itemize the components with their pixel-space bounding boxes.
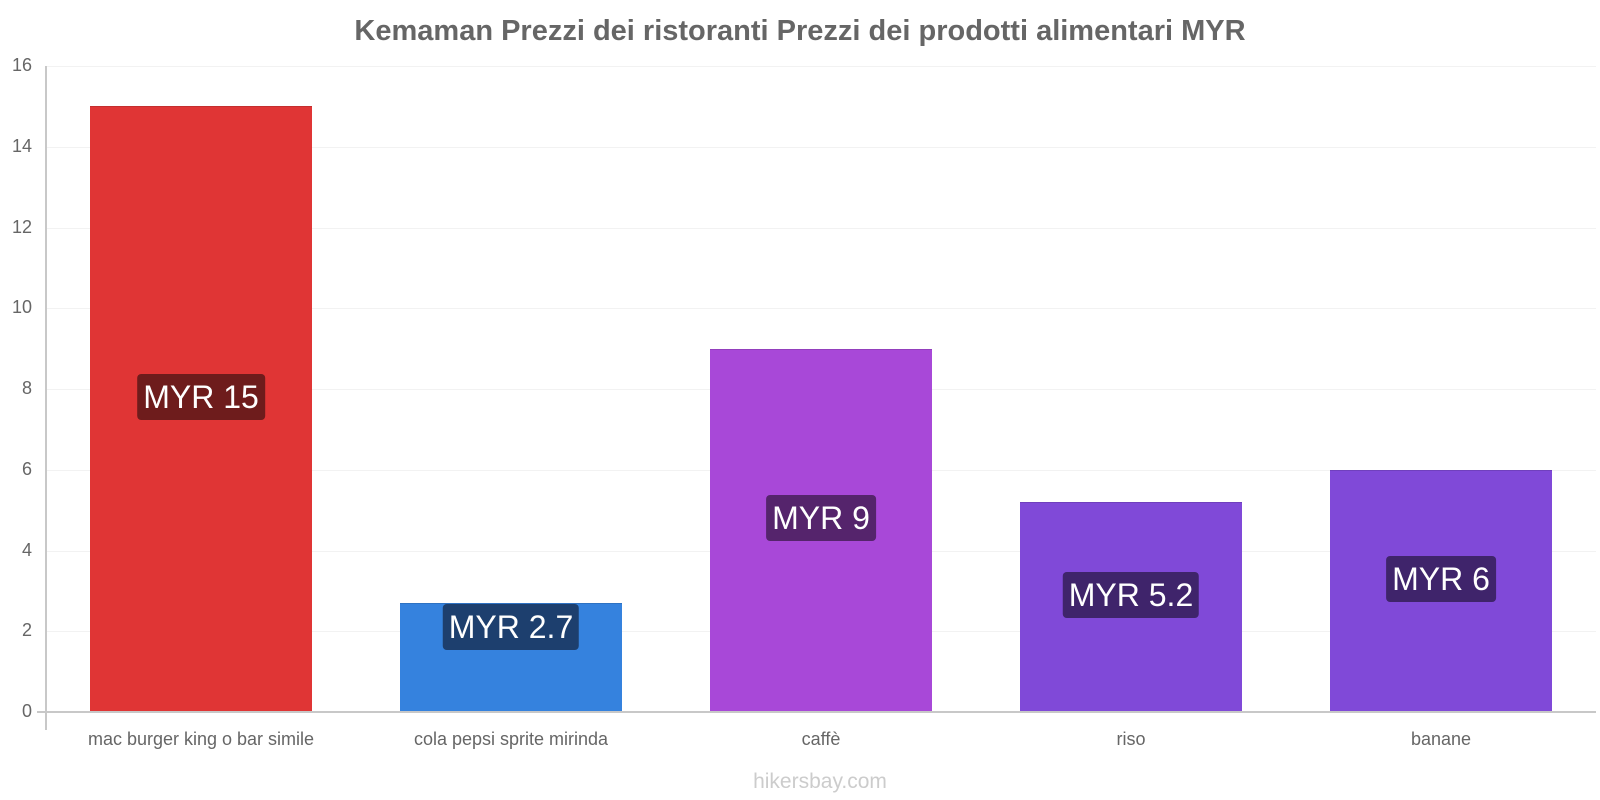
y-tick-label: 6	[21, 459, 32, 479]
x-tick-label: caffè	[801, 729, 841, 749]
bar-value-label: MYR 15	[137, 374, 265, 420]
y-axis-line	[45, 66, 47, 730]
x-tick-label: banane	[1410, 729, 1472, 749]
x-tick-label: riso	[1116, 729, 1146, 749]
gridline	[46, 308, 1596, 309]
y-tick-label: 16	[11, 55, 32, 75]
x-axis-line	[37, 711, 1596, 713]
x-tick-label: mac burger king o bar simile	[87, 729, 315, 749]
y-tick-label: 8	[21, 378, 32, 398]
bar-value-label: MYR 2.7	[442, 604, 580, 650]
gridline	[46, 228, 1596, 229]
chart-title: Kemaman Prezzi dei ristoranti Prezzi dei…	[354, 15, 1246, 47]
y-tick-label: 14	[11, 136, 32, 156]
y-tick-label: 2	[21, 620, 32, 640]
gridline	[46, 147, 1596, 148]
bar-value-label: MYR 5.2	[1062, 572, 1200, 618]
y-tick-label: 12	[11, 217, 32, 237]
bar-value-label: MYR 6	[1386, 556, 1496, 602]
y-tick-label: 10	[11, 297, 32, 317]
gridline	[46, 66, 1596, 67]
x-tick-label: cola pepsi sprite mirinda	[413, 729, 609, 749]
y-tick-label: 0	[21, 701, 32, 721]
y-tick-label: 4	[21, 540, 32, 560]
watermark: hikersbay.com	[753, 770, 887, 793]
bar-value-label: MYR 9	[766, 495, 876, 541]
